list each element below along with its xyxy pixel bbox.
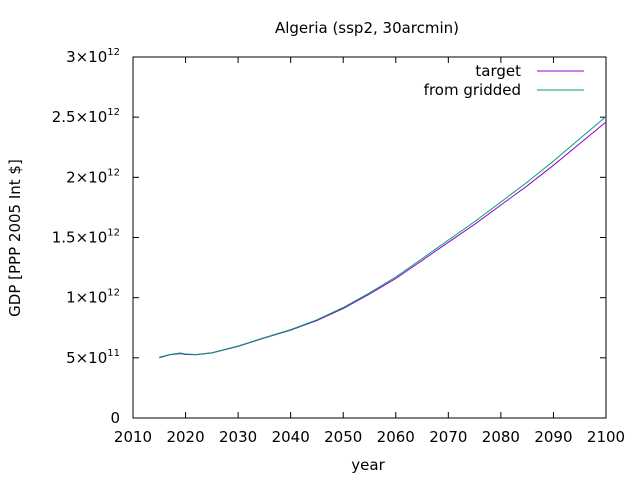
x-tick-label: 2080 bbox=[482, 428, 520, 446]
y-tick-mantissa: 3×10 bbox=[66, 48, 107, 66]
y-tick-exponent: 12 bbox=[107, 47, 120, 58]
series-line-target bbox=[159, 121, 607, 359]
x-tick-label: 2070 bbox=[429, 428, 467, 446]
y-axis-ticks: 05×10111×10121.5×10122×10122.5×10123×101… bbox=[52, 47, 606, 427]
y-tick-exponent: 12 bbox=[107, 107, 120, 118]
y-tick-mantissa: 5×10 bbox=[66, 349, 107, 367]
x-tick-label: 2060 bbox=[377, 428, 415, 446]
y-tick-mantissa: 1.5×10 bbox=[52, 229, 108, 247]
x-tick-label: 2050 bbox=[324, 428, 362, 446]
y-tick-exponent: 12 bbox=[107, 228, 120, 239]
y-tick-label: 1×1012 bbox=[66, 288, 120, 307]
x-tick-label: 2020 bbox=[166, 428, 204, 446]
x-tick-label: 2040 bbox=[272, 428, 310, 446]
y-tick-label: 0 bbox=[110, 409, 120, 427]
legend-label: target bbox=[475, 62, 521, 80]
y-tick-label: 5×1011 bbox=[66, 348, 120, 367]
y-tick-label: 1.5×1012 bbox=[52, 228, 120, 247]
y-tick-mantissa: 1×10 bbox=[66, 289, 107, 307]
plot-area-border bbox=[132, 56, 607, 419]
y-tick-exponent: 12 bbox=[107, 288, 120, 299]
y-tick-exponent: 11 bbox=[107, 348, 120, 359]
y-tick-label: 3×1012 bbox=[66, 47, 120, 66]
x-tick-label: 2010 bbox=[114, 428, 152, 446]
x-axis-label: year bbox=[351, 456, 385, 474]
y-tick-label: 2.5×1012 bbox=[52, 107, 120, 126]
series-line-from-gridded bbox=[159, 116, 607, 358]
x-tick-label: 2100 bbox=[587, 428, 625, 446]
y-tick-mantissa: 2.5×10 bbox=[52, 108, 108, 126]
y-tick-mantissa: 0 bbox=[110, 409, 120, 427]
x-tick-label: 2090 bbox=[534, 428, 572, 446]
x-axis-ticks: 2010 2020 2030 2040 2050 2060 2070 2080 2090 2100 bbox=[114, 57, 625, 446]
legend-label: from gridded bbox=[424, 81, 521, 99]
y-axis-label: GDP [PPP 2005 Int $] bbox=[6, 159, 24, 317]
x-tick-label: 2030 bbox=[219, 428, 257, 446]
chart-title: Algeria (ssp2, 30arcmin) bbox=[275, 19, 459, 37]
series-lines bbox=[159, 116, 607, 359]
y-tick-exponent: 12 bbox=[107, 167, 120, 178]
y-tick-mantissa: 2×10 bbox=[66, 168, 107, 186]
y-tick-label: 2×1012 bbox=[66, 167, 120, 186]
